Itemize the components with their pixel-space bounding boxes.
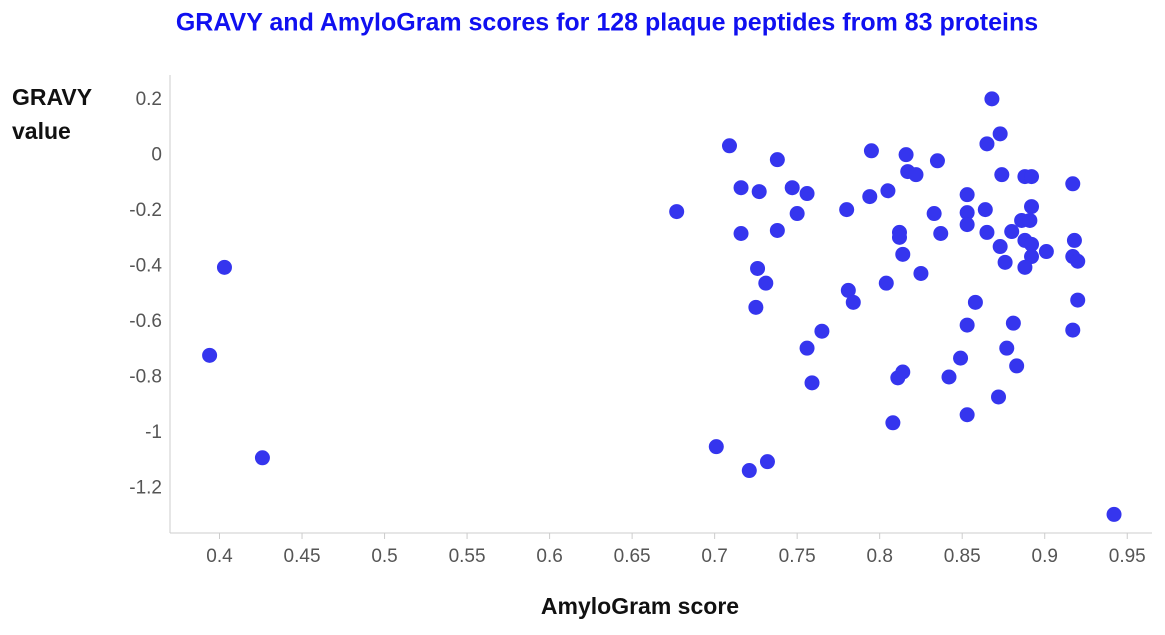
point [1022, 212, 1038, 228]
point [929, 153, 945, 169]
x-axis-label: AmyloGram score [541, 593, 739, 619]
x-tick-label: 0.7 [701, 546, 727, 567]
x-tick-label: 0.6 [536, 546, 562, 567]
point [840, 282, 856, 298]
point [979, 136, 995, 152]
point [1024, 249, 1040, 265]
point [992, 126, 1008, 142]
point [992, 239, 1008, 255]
point [926, 206, 942, 222]
x-tick-label: 0.95 [1109, 546, 1146, 567]
point [878, 275, 894, 291]
y-tick-label: -1 [145, 422, 162, 443]
point [1070, 253, 1086, 269]
x-tick-label: 0.9 [1032, 546, 1058, 567]
point [991, 389, 1007, 405]
point [908, 167, 924, 183]
chart-title: GRAVY and AmyloGram scores for 128 plaqu… [176, 9, 1038, 37]
point [748, 299, 764, 315]
point [891, 229, 907, 245]
x-tick-label: 0.55 [449, 546, 486, 567]
point [1024, 169, 1040, 185]
point [895, 246, 911, 262]
point [898, 147, 914, 163]
point [845, 294, 861, 310]
x-tick-label: 0.4 [206, 546, 233, 567]
point [1024, 236, 1040, 252]
point [1009, 358, 1025, 374]
point [202, 347, 218, 363]
point [953, 350, 969, 366]
y-axis-label: GRAVY value [12, 84, 92, 144]
point [799, 340, 815, 356]
point [733, 180, 749, 196]
point [1024, 199, 1040, 215]
point [1065, 176, 1081, 192]
point [862, 189, 878, 205]
y-tick-label: 0.2 [136, 89, 162, 110]
point [839, 202, 855, 218]
point [1065, 322, 1081, 338]
point [999, 340, 1015, 356]
point [885, 415, 901, 431]
point [895, 364, 911, 380]
point [669, 204, 685, 220]
point [708, 439, 724, 455]
point [814, 323, 830, 339]
point [880, 183, 896, 199]
point [984, 91, 1000, 107]
point [758, 275, 774, 291]
point [769, 152, 785, 168]
point [216, 259, 232, 275]
point [741, 463, 757, 479]
point [959, 205, 975, 221]
point [1106, 506, 1122, 522]
y-tick-label: -0.8 [129, 367, 162, 388]
x-tick-label: 0.8 [866, 546, 892, 567]
point [1066, 232, 1082, 248]
point [959, 317, 975, 333]
x-tick-label: 0.5 [371, 546, 397, 567]
x-tick-label: 0.65 [614, 546, 651, 567]
x-tick-label: 0.85 [944, 546, 981, 567]
x-tick-label: 0.45 [284, 546, 321, 567]
point [933, 225, 949, 241]
y-tick-label: -0.4 [129, 256, 162, 277]
point [799, 186, 815, 202]
point [759, 454, 775, 470]
point [994, 167, 1010, 183]
y-tick-label: -0.6 [129, 311, 162, 332]
point [997, 254, 1013, 270]
point [979, 224, 995, 240]
y-tick-label: -1.2 [129, 478, 162, 499]
point [977, 202, 993, 218]
point [1005, 315, 1021, 331]
point [959, 217, 975, 233]
point [789, 206, 805, 222]
point [1017, 259, 1033, 275]
point [751, 184, 767, 200]
point [1070, 292, 1086, 308]
point [784, 180, 800, 196]
point [733, 225, 749, 241]
point [769, 222, 785, 238]
point [254, 450, 270, 466]
point [1004, 224, 1020, 240]
point [750, 260, 766, 276]
point [941, 369, 957, 385]
point [863, 143, 879, 159]
point [967, 294, 983, 310]
x-tick-label: 0.75 [779, 546, 816, 567]
point [959, 407, 975, 423]
point [913, 265, 929, 281]
point [1038, 244, 1054, 260]
y-tick-label: 0 [151, 145, 162, 166]
point [959, 187, 975, 203]
y-tick-label: -0.2 [129, 200, 162, 221]
point [804, 375, 820, 391]
point [721, 138, 737, 154]
